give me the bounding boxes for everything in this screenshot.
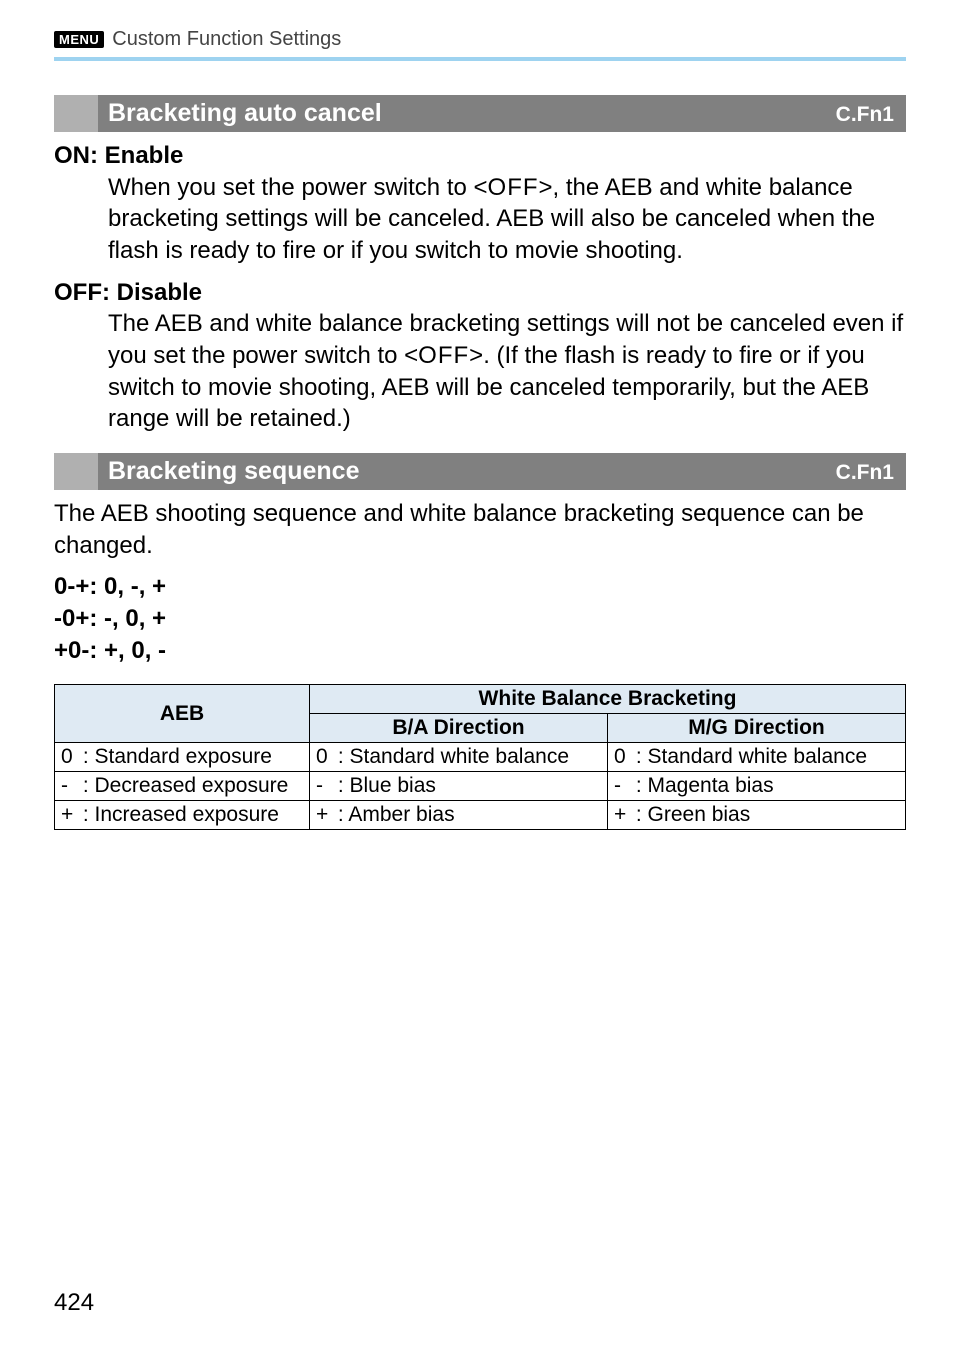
section-title: Bracketing auto cancel xyxy=(98,95,836,132)
section-title: Bracketing sequence xyxy=(98,453,836,490)
cell-mg: - : Magenta bias xyxy=(608,772,906,801)
off-glyph-icon: OFF xyxy=(488,174,539,201)
cell-text: : Green bias xyxy=(636,803,750,826)
on-enable-text: When you set the power switch to <OFF>, … xyxy=(54,172,906,267)
cell-text: : Standard exposure xyxy=(83,745,272,768)
cell-text: : Blue bias xyxy=(338,774,436,797)
cell-ba: - : Blue bias xyxy=(310,772,608,801)
cell-text: : Standard white balance xyxy=(338,745,569,768)
col-mg: M/G Direction xyxy=(608,714,906,743)
sequence-option: -0+: -, 0, + xyxy=(54,603,906,635)
page-header-title: Custom Function Settings xyxy=(112,28,341,51)
section-accent xyxy=(54,95,98,132)
table-row: - : Decreased exposure - : Blue bias - :… xyxy=(55,772,906,801)
sym: 0 xyxy=(614,745,630,769)
col-aeb: AEB xyxy=(55,685,310,743)
sym: - xyxy=(61,774,77,798)
sym: + xyxy=(614,803,630,827)
cell-text: : Magenta bias xyxy=(636,774,774,797)
section-tag: C.Fn1 xyxy=(836,95,906,132)
section-bar-bracketing-auto-cancel: Bracketing auto cancel C.Fn1 xyxy=(54,95,906,132)
section-tag: C.Fn1 xyxy=(836,453,906,490)
sequence-option: +0-: +, 0, - xyxy=(54,635,906,667)
cell-ba: + : Amber bias xyxy=(310,801,608,830)
sym: - xyxy=(316,774,332,798)
section1-body: ON: Enable When you set the power switch… xyxy=(0,140,954,435)
col-ba: B/A Direction xyxy=(310,714,608,743)
off-glyph-icon: OFF xyxy=(418,342,469,369)
sym: - xyxy=(614,774,630,798)
page-number: 424 xyxy=(54,1289,94,1317)
bracketing-table: AEB White Balance Bracketing B/A Directi… xyxy=(0,684,954,830)
sym: + xyxy=(316,803,332,827)
cell-text: : Standard white balance xyxy=(636,745,867,768)
cell-aeb: 0 : Standard exposure xyxy=(55,743,310,772)
cell-aeb: - : Decreased exposure xyxy=(55,772,310,801)
section2-intro: The AEB shooting sequence and white bala… xyxy=(0,498,954,571)
section-accent xyxy=(54,453,98,490)
cell-text: : Increased exposure xyxy=(83,803,279,826)
table-header-row: AEB White Balance Bracketing xyxy=(55,685,906,714)
cell-aeb: + : Increased exposure xyxy=(55,801,310,830)
menu-badge-icon: MENU xyxy=(54,31,104,48)
page: MENU Custom Function Settings Bracketing… xyxy=(0,0,954,1345)
on-enable-label: ON: Enable xyxy=(54,140,906,172)
table-row: + : Increased exposure + : Amber bias + … xyxy=(55,801,906,830)
section-bar-bracketing-sequence: Bracketing sequence C.Fn1 xyxy=(54,453,906,490)
sym: 0 xyxy=(61,745,77,769)
col-wb: White Balance Bracketing xyxy=(310,685,906,714)
cell-mg: + : Green bias xyxy=(608,801,906,830)
off-disable-label: OFF: Disable xyxy=(54,277,906,309)
sequence-list: 0-+: 0, -, + -0+: -, 0, + +0-: +, 0, - xyxy=(0,571,954,676)
sequence-option: 0-+: 0, -, + xyxy=(54,571,906,603)
sym: + xyxy=(61,803,77,827)
table: AEB White Balance Bracketing B/A Directi… xyxy=(54,684,906,830)
cell-ba: 0 : Standard white balance xyxy=(310,743,608,772)
cell-text: : Decreased exposure xyxy=(83,774,288,797)
table-row: 0 : Standard exposure 0 : Standard white… xyxy=(55,743,906,772)
page-header: MENU Custom Function Settings xyxy=(0,28,954,57)
cell-mg: 0 : Standard white balance xyxy=(608,743,906,772)
off-disable-text: The AEB and white balance bracketing set… xyxy=(54,308,906,435)
cell-text: : Amber bias xyxy=(338,803,455,826)
header-rule xyxy=(54,57,906,61)
on-text-a: When you set the power switch to < xyxy=(108,174,488,201)
sym: 0 xyxy=(316,745,332,769)
